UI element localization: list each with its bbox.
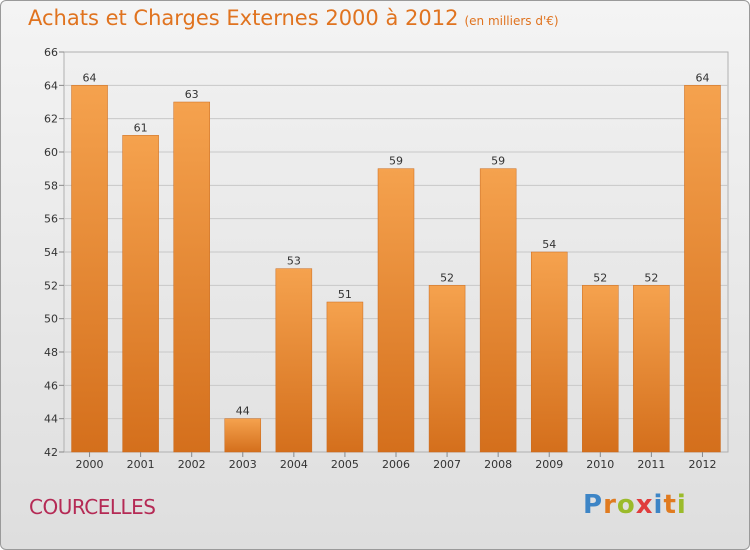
bar-value-label: 52	[644, 271, 658, 284]
x-tick-label: 2008	[484, 458, 512, 471]
bar	[428, 285, 466, 453]
bar-value-label: 52	[593, 271, 607, 284]
x-tick-label: 2010	[586, 458, 614, 471]
x-tick-label: 2009	[535, 458, 563, 471]
x-tick-label: 2006	[382, 458, 410, 471]
x-tick-label: 2001	[127, 458, 155, 471]
x-tick-label: 2005	[331, 458, 359, 471]
y-tick-label: 48	[44, 346, 58, 359]
x-tick-label: 2002	[178, 458, 206, 471]
bar-value-label: 54	[542, 238, 556, 251]
bar	[633, 285, 670, 453]
x-tick-label: 2011	[637, 458, 665, 471]
unit-text: (en milliers d'€)	[464, 14, 559, 28]
logo-letter: x	[635, 490, 654, 520]
bar	[224, 418, 262, 453]
y-tick-label: 60	[44, 146, 58, 159]
bar-value-label: 53	[287, 255, 301, 268]
bar-value-label: 61	[134, 121, 148, 134]
bar-value-label: 64	[695, 71, 709, 84]
bar-value-label: 51	[338, 288, 352, 301]
logo-letter: i	[653, 490, 664, 520]
title-text: Achats et Charges Externes 2000 à 2012	[28, 6, 459, 30]
y-tick-label: 66	[44, 46, 58, 59]
y-tick-label: 46	[44, 379, 58, 392]
bar-value-label: 63	[185, 88, 199, 101]
bar-value-label: 59	[491, 155, 505, 168]
x-tick-label: 2004	[280, 458, 308, 471]
logo-letter: o	[616, 490, 636, 520]
logo-letter: r	[603, 490, 617, 520]
y-axis: 42 44 46 48 50 52 54 56 58 60 62 64 66	[44, 46, 64, 459]
town-name: COURCELLES	[29, 495, 156, 519]
y-tick-label: 50	[44, 313, 58, 326]
bar-value-label: 52	[440, 271, 454, 284]
logo-letter: P	[583, 490, 604, 520]
bar	[275, 268, 313, 453]
bar	[71, 85, 108, 453]
bar-value-label: 59	[389, 155, 403, 168]
bar-value-label: 44	[236, 405, 250, 418]
bar	[530, 251, 568, 453]
y-tick-label: 42	[44, 446, 58, 459]
y-tick-label: 62	[44, 113, 58, 126]
bar	[326, 301, 364, 453]
bar	[377, 168, 415, 453]
x-tick-label: 2012	[688, 458, 716, 471]
x-tick-label: 2000	[76, 458, 104, 471]
x-tick-label: 2007	[433, 458, 461, 471]
logo-letter: i	[676, 490, 687, 520]
y-tick-label: 52	[44, 279, 58, 292]
bar	[122, 135, 159, 453]
proxiti-logo[interactable]: Proxiti	[583, 490, 687, 520]
y-tick-label: 58	[44, 179, 58, 192]
logo-letter: t	[663, 490, 677, 520]
y-tick-label: 64	[44, 79, 58, 92]
bar	[582, 285, 619, 453]
chart-title: Achats et Charges Externes 2000 à 2012 (e…	[28, 6, 559, 30]
bar	[479, 168, 517, 453]
bar-value-label: 64	[83, 71, 97, 84]
y-tick-label: 54	[44, 246, 58, 259]
bar	[173, 101, 210, 453]
x-axis: 2000 2001 2002 2003 2004 2005 2006 2007 2008 2009…	[76, 452, 716, 471]
y-tick-label: 44	[44, 413, 58, 426]
x-tick-label: 2003	[229, 458, 257, 471]
y-tick-label: 56	[44, 213, 58, 226]
bars: 64 61 63 44 53 51 59 52 59 54 52 52 64	[71, 71, 721, 453]
bar	[684, 85, 721, 453]
